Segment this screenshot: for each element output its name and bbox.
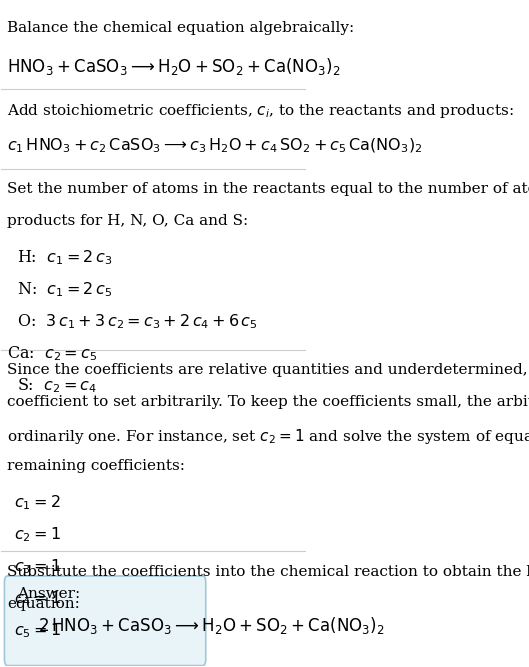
Text: $2\,\mathrm{HNO_3} + \mathrm{CaSO_3} \longrightarrow \mathrm{H_2O} + \mathrm{SO_: $2\,\mathrm{HNO_3} + \mathrm{CaSO_3} \lo… (38, 615, 385, 636)
Text: coefficient to set arbitrarily. To keep the coefficients small, the arbitrary va: coefficient to set arbitrarily. To keep … (7, 396, 529, 410)
Text: Answer:: Answer: (16, 587, 80, 601)
Text: H:  $c_1 = 2\,c_3$: H: $c_1 = 2\,c_3$ (16, 249, 112, 267)
Text: remaining coefficients:: remaining coefficients: (7, 459, 186, 473)
Text: products for H, N, O, Ca and S:: products for H, N, O, Ca and S: (7, 214, 249, 228)
Text: Substitute the coefficients into the chemical reaction to obtain the balanced: Substitute the coefficients into the che… (7, 565, 529, 579)
Text: $\mathrm{HNO_3 + CaSO_3 \longrightarrow H_2O + SO_2 + Ca(NO_3)_2}$: $\mathrm{HNO_3 + CaSO_3 \longrightarrow … (7, 56, 341, 77)
FancyBboxPatch shape (4, 576, 206, 666)
Text: Add stoichiometric coefficients, $c_i$, to the reactants and products:: Add stoichiometric coefficients, $c_i$, … (7, 102, 514, 120)
Text: $c_4 = 1$: $c_4 = 1$ (14, 589, 60, 608)
Text: $c_1 = 2$: $c_1 = 2$ (14, 494, 60, 512)
Text: O:  $3\,c_1 + 3\,c_2 = c_3 + 2\,c_4 + 6\,c_5$: O: $3\,c_1 + 3\,c_2 = c_3 + 2\,c_4 + 6\,… (16, 312, 257, 331)
Text: $c_5 = 1$: $c_5 = 1$ (14, 621, 60, 640)
Text: ordinarily one. For instance, set $c_2 = 1$ and solve the system of equations fo: ordinarily one. For instance, set $c_2 =… (7, 427, 529, 446)
Text: Since the coefficients are relative quantities and underdetermined, choose a: Since the coefficients are relative quan… (7, 364, 529, 378)
Text: Ca:  $c_2 = c_5$: Ca: $c_2 = c_5$ (7, 344, 98, 363)
Text: Balance the chemical equation algebraically:: Balance the chemical equation algebraica… (7, 21, 355, 35)
Text: Set the number of atoms in the reactants equal to the number of atoms in the: Set the number of atoms in the reactants… (7, 182, 529, 196)
Text: N:  $c_1 = 2\,c_5$: N: $c_1 = 2\,c_5$ (16, 280, 112, 299)
Text: S:  $c_2 = c_4$: S: $c_2 = c_4$ (16, 376, 96, 395)
Text: $c_2 = 1$: $c_2 = 1$ (14, 526, 60, 544)
Text: $c_1\,\mathrm{HNO_3} + c_2\,\mathrm{CaSO_3} \longrightarrow c_3\,\mathrm{H_2O} +: $c_1\,\mathrm{HNO_3} + c_2\,\mathrm{CaSO… (7, 137, 423, 155)
Text: equation:: equation: (7, 596, 80, 610)
Text: $c_3 = 1$: $c_3 = 1$ (14, 558, 60, 576)
